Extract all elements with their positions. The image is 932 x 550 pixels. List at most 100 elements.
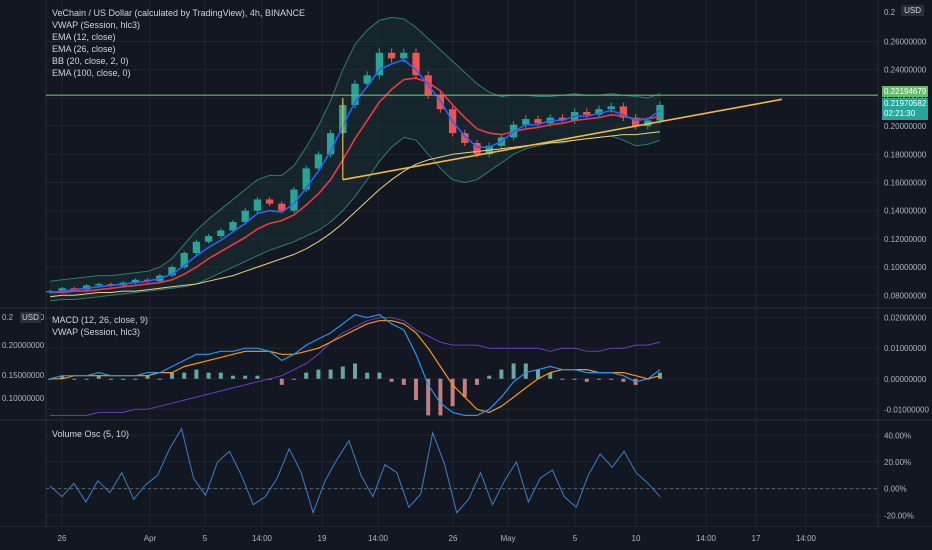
candle-body-22 bbox=[314, 154, 323, 169]
bar-countdown: 02:21:30 bbox=[884, 109, 916, 118]
macd-hist-31 bbox=[426, 378, 431, 416]
x-tick-label-6: 26 bbox=[449, 534, 458, 543]
macd-hist-5 bbox=[109, 378, 113, 380]
macd-hist-33 bbox=[450, 378, 455, 407]
x-tick-label-8: 5 bbox=[573, 534, 578, 543]
macd-hist-8 bbox=[145, 375, 150, 379]
left-axis-label-0: 0.20000000 bbox=[2, 341, 45, 350]
macd-hist-17 bbox=[255, 375, 260, 379]
y-tick-main-5: 0.16000000 bbox=[884, 178, 927, 187]
candle-body-40 bbox=[534, 119, 542, 124]
macd-hist-1 bbox=[60, 375, 65, 379]
macd-legend: MACD (12, 26, close, 9) VWAP (Session, h… bbox=[52, 314, 148, 338]
y-tick-macd-1: 0.01000000 bbox=[884, 344, 927, 353]
macd-hist-40 bbox=[536, 369, 540, 379]
macd-hist-22 bbox=[316, 369, 321, 379]
macd-pane bbox=[48, 314, 662, 416]
y-tick-main-1: 0.24000000 bbox=[884, 66, 927, 75]
bb-fill bbox=[50, 17, 660, 301]
bb-lower-line bbox=[49, 135, 661, 302]
candle-body-30 bbox=[412, 52, 420, 76]
price-line-tag: 0.22194679 bbox=[882, 86, 929, 97]
x-tick-label-2: 5 bbox=[203, 534, 208, 543]
macd-hist-28 bbox=[389, 378, 394, 382]
macd-hist-47 bbox=[621, 378, 626, 382]
candle-body-11 bbox=[180, 253, 188, 268]
candle-body-39 bbox=[522, 119, 530, 125]
x-tick-label-4: 19 bbox=[318, 534, 327, 543]
x-tick-label-10: 14:00 bbox=[696, 534, 717, 543]
volume-osc-pane bbox=[46, 427, 878, 515]
candle-body-15 bbox=[229, 221, 237, 231]
macd-hist-42 bbox=[560, 378, 565, 380]
candle-body-19 bbox=[278, 203, 286, 211]
candle-body-50 bbox=[656, 104, 664, 121]
macd-hist-13 bbox=[206, 372, 211, 379]
y-tick-macd-0: 0.02000000 bbox=[884, 314, 927, 323]
left-axis-label-2: 0.10000000 bbox=[2, 394, 45, 403]
macd-hist-7 bbox=[133, 378, 138, 380]
signal-line bbox=[50, 320, 661, 413]
y-tick-main-9: 0.08000000 bbox=[884, 291, 927, 300]
macd-hist-10 bbox=[170, 372, 174, 379]
candle-body-4 bbox=[95, 284, 103, 286]
left-currency-badge[interactable]: USD bbox=[20, 312, 41, 323]
macd-hist-41 bbox=[548, 372, 553, 379]
x-tick-label-0: 26 bbox=[58, 534, 67, 543]
macd-hist-16 bbox=[243, 375, 248, 379]
vol-legend: Volume Osc (5, 10) bbox=[52, 428, 129, 440]
macd-hist-26 bbox=[365, 372, 370, 379]
y-tick-vol-3: -20.00% bbox=[884, 511, 914, 520]
candle-body-42 bbox=[558, 117, 567, 121]
legend-bb: BB (20, close, 2, 0) bbox=[52, 56, 129, 66]
candle-body-0 bbox=[46, 291, 54, 293]
y-tick-main-8: 0.10000000 bbox=[884, 263, 927, 272]
candle-body-1 bbox=[58, 288, 66, 292]
macd-hist-4 bbox=[96, 375, 101, 379]
candle-body-16 bbox=[241, 210, 249, 222]
axes: 0.260000000.240000000.220000000.20000000… bbox=[0, 8, 932, 550]
x-tick-label-12: 14:00 bbox=[796, 534, 817, 543]
candle-body-26 bbox=[363, 75, 371, 84]
y-tick-main-7: 0.12000000 bbox=[884, 235, 927, 244]
x-tick-label-1: Apr bbox=[144, 534, 157, 543]
y-tick-vol-2: 0.00% bbox=[884, 485, 907, 494]
y-tick-main-4: 0.18000000 bbox=[884, 150, 927, 159]
macd-hist-30 bbox=[414, 378, 418, 401]
y-tick-main-0: 0.26000000 bbox=[884, 37, 927, 46]
y-tick-macd-2: 0.00000000 bbox=[884, 375, 927, 384]
x-tick-label-9: 10 bbox=[632, 534, 641, 543]
y-tick-vol-0: 40.00% bbox=[884, 431, 911, 440]
currency-badge[interactable]: USD bbox=[901, 5, 924, 16]
y-tick-main-6: 0.14000000 bbox=[884, 207, 927, 216]
ema26-line bbox=[50, 77, 661, 294]
candle-body-47 bbox=[619, 106, 628, 118]
y-tick-macd-3: -0.01000000 bbox=[884, 405, 929, 414]
macd-hist-24 bbox=[340, 366, 345, 379]
legend-macd-vwap: VWAP (Session, hlc3) bbox=[52, 327, 141, 337]
candle-body-29 bbox=[400, 52, 408, 59]
left-axis-top: 0.2 bbox=[2, 313, 14, 322]
macd-hist-20 bbox=[292, 378, 296, 380]
macd-hist-2 bbox=[72, 378, 77, 380]
macd-hist-25 bbox=[353, 363, 357, 379]
candle-body-46 bbox=[607, 106, 615, 110]
macd-hist-34 bbox=[462, 378, 467, 398]
candle-body-45 bbox=[595, 109, 603, 115]
macd-hist-27 bbox=[377, 372, 382, 379]
y-tick-main-top: 0.2 bbox=[884, 8, 896, 17]
candle-body-7 bbox=[131, 279, 140, 283]
legend-ema26: EMA (26, close) bbox=[52, 44, 116, 54]
macd-hist-43 bbox=[572, 378, 577, 380]
ascending-trendline bbox=[342, 98, 783, 181]
x-tick-label-5: 14:00 bbox=[368, 534, 389, 543]
candle-body-14 bbox=[217, 230, 225, 237]
x-tick-label-7: May bbox=[500, 534, 515, 543]
macd-hist-15 bbox=[231, 375, 235, 379]
candle-body-18 bbox=[265, 199, 274, 204]
ema12-line bbox=[49, 59, 661, 294]
macd-vwap-line bbox=[50, 317, 661, 416]
last-price-tag: 0.21970582 02:21:30 bbox=[882, 98, 929, 120]
